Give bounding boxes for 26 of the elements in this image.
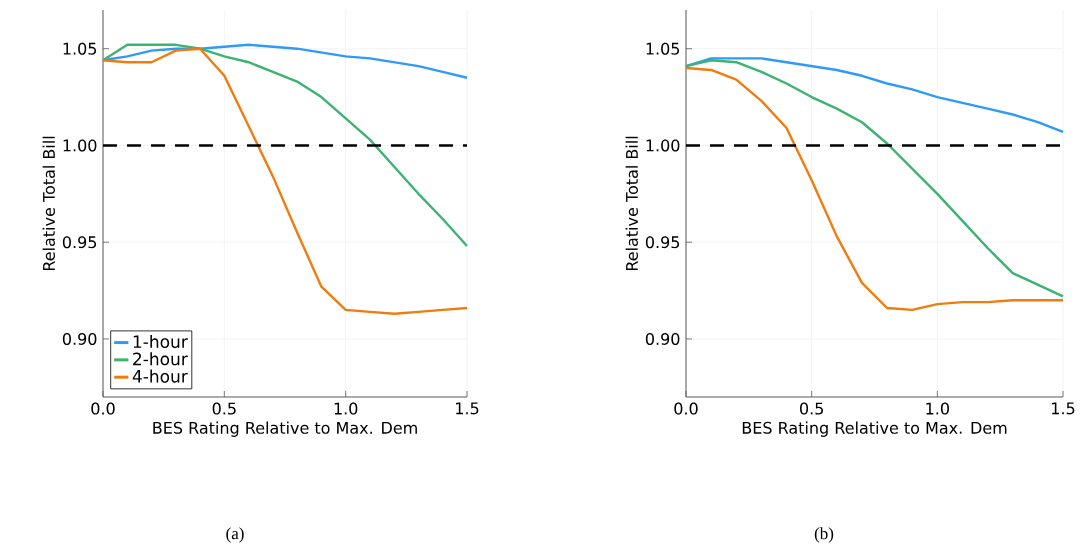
x-axis-title: BES Rating Relative to Max. Dem	[153, 421, 417, 437]
legend-label: 4-hour	[132, 369, 188, 383]
x-tick-label: 1.0	[334, 402, 358, 415]
x-tick-label: 0.0	[674, 402, 698, 415]
legend-label: 1-hour	[133, 334, 188, 349]
text: (a)	[226, 527, 244, 543]
x-tick-label: 0.5	[800, 402, 823, 415]
y-axis-title: Relative Total Bill	[625, 136, 638, 271]
x-tick-label: 0.5	[212, 402, 236, 415]
y-tick-label: 1.05	[646, 42, 680, 55]
line-series	[101, 47, 469, 315]
x-tick-label: 1.0	[926, 402, 949, 415]
y-tick-label: 1.00	[646, 139, 680, 152]
y-axis-title: Relative Total Bill	[42, 136, 55, 271]
x-tick-label: 0.0	[91, 402, 115, 415]
y-tick-label: 0.95	[645, 236, 680, 249]
x-tick-label: 1.5	[1052, 402, 1075, 415]
y-tick-label: 0.95	[62, 236, 97, 249]
y-tick-label: 0.90	[62, 332, 97, 345]
y-tick-label: 1.05	[63, 42, 97, 55]
x-axis-title: BES Rating Relative to Max. Dem	[742, 421, 1007, 437]
x-tick-label: 1.5	[456, 402, 479, 415]
legend-label: 2-hour	[133, 352, 188, 366]
y-tick-label: 0.90	[645, 332, 680, 345]
y-tick-label: 1.00	[63, 139, 97, 152]
text: (b)	[814, 527, 834, 543]
